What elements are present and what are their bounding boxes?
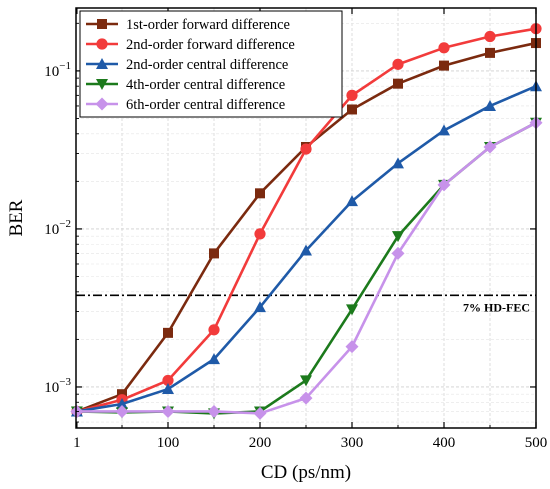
- y-tick-base: 10: [44, 222, 59, 238]
- series-line: [76, 121, 537, 415]
- series-2: [71, 23, 542, 418]
- series-3: [70, 80, 542, 417]
- data-point: [254, 301, 266, 313]
- data-point: [393, 78, 403, 89]
- legend-marker: [96, 58, 108, 69]
- data-point: [437, 178, 451, 192]
- data-point: [345, 340, 359, 354]
- data-point: [346, 195, 358, 207]
- data-point: [438, 42, 450, 54]
- data-point: [483, 140, 497, 154]
- data-point: [392, 157, 404, 169]
- x-tick-label: 100: [157, 435, 180, 451]
- data-point: [392, 58, 404, 70]
- y-tick-label: 10−2: [44, 218, 71, 238]
- data-point: [346, 304, 358, 316]
- data-point: [347, 104, 357, 115]
- data-point: [253, 406, 267, 420]
- x-tick-label: 200: [249, 435, 272, 451]
- legend-entry: 1st-order forward difference: [126, 17, 290, 33]
- legend-entry: 4th-order central difference: [126, 77, 285, 93]
- data-point: [163, 327, 173, 338]
- data-point: [300, 244, 312, 256]
- x-tick-label: 300: [341, 435, 364, 451]
- legend-marker: [97, 19, 107, 29]
- data-point: [115, 404, 129, 418]
- data-point: [116, 398, 128, 410]
- y-tick-label: 10−3: [44, 376, 71, 396]
- data-point: [254, 228, 266, 240]
- y-tick-exponent: −3: [59, 376, 71, 388]
- data-point: [484, 30, 496, 43]
- data-point: [209, 248, 219, 259]
- legend-marker: [96, 38, 108, 50]
- x-tick-label: 1: [73, 435, 81, 451]
- data-point: [346, 89, 358, 101]
- data-point: [392, 231, 404, 243]
- data-point: [438, 124, 450, 136]
- data-point: [162, 374, 174, 387]
- data-point: [485, 47, 495, 58]
- y-tick-base: 10: [44, 64, 59, 80]
- y-tick-exponent: −2: [59, 218, 71, 230]
- series-5: [70, 116, 543, 420]
- data-point: [484, 99, 496, 111]
- data-point: [162, 383, 174, 395]
- x-tick-label: 400: [433, 435, 456, 451]
- data-point: [300, 143, 312, 155]
- legend-marker: [95, 97, 109, 111]
- data-point: [391, 246, 405, 260]
- legend-box: [79, 10, 343, 118]
- y-tick-label: 10−1: [44, 60, 71, 80]
- y-tick-exponent: −1: [59, 60, 71, 72]
- data-point: [439, 60, 449, 71]
- legend: 1st-order forward difference 2nd-order fo…: [79, 10, 343, 118]
- legend-entry: 6th-order central difference: [126, 97, 285, 113]
- legend-marker: [96, 79, 108, 90]
- y-tick-base: 10: [44, 380, 59, 396]
- fec-threshold: 7% HD-FEC: [76, 294, 536, 314]
- data-point: [208, 353, 220, 365]
- legend-entry: 2nd-order forward difference: [126, 37, 295, 53]
- data-point: [208, 324, 220, 336]
- x-axis-label: CD (ps/nm): [261, 462, 351, 483]
- data-point: [299, 391, 313, 405]
- y-axis-label: BER: [6, 199, 27, 236]
- x-tick-label: 500: [525, 435, 548, 451]
- data-point: [161, 404, 175, 418]
- data-point: [207, 404, 221, 418]
- fec-threshold-label: 7% HD-FEC: [463, 300, 530, 314]
- data-point: [255, 188, 265, 199]
- data-point: [300, 375, 312, 387]
- legend-entry: 2nd-order central difference: [126, 57, 288, 73]
